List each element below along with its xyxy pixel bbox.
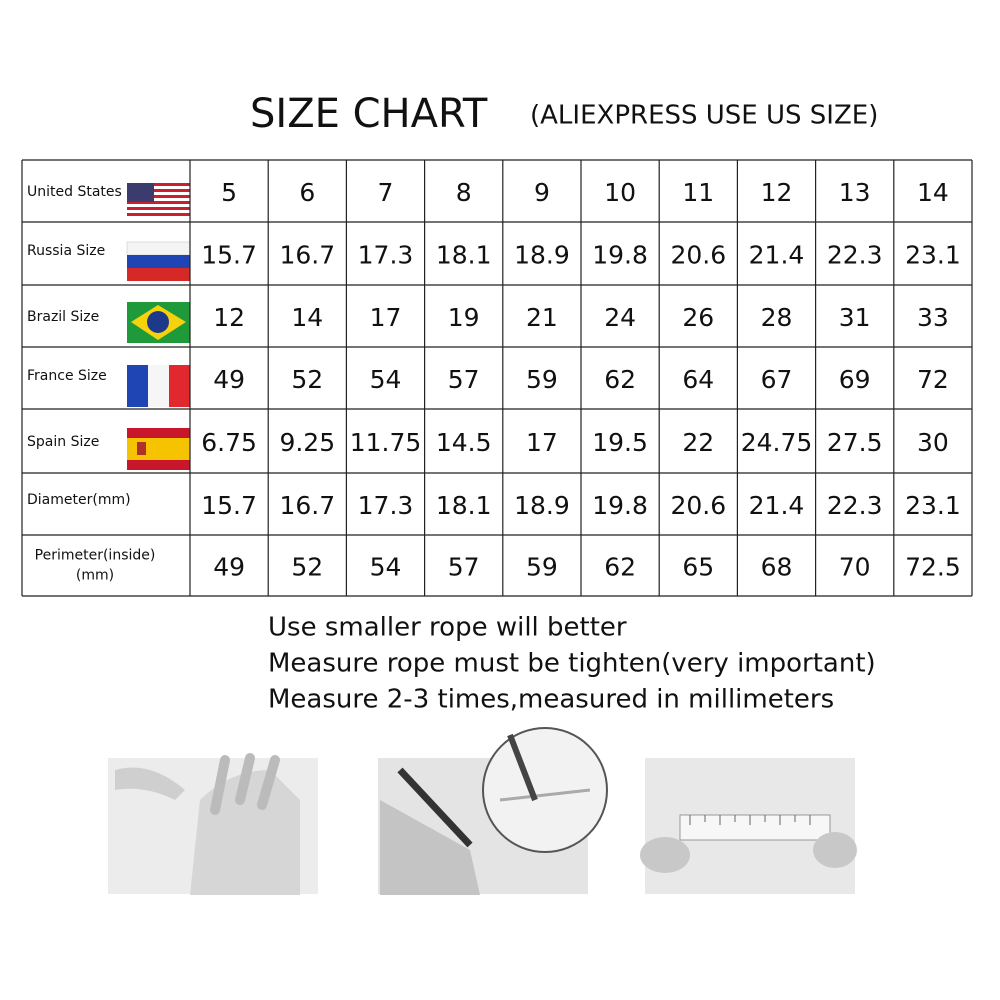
cell-value: 11: [682, 178, 714, 207]
cell-value: 68: [761, 553, 793, 582]
cell-value: 64: [682, 365, 714, 394]
cell-value: 26: [682, 303, 714, 332]
cell-value: 11.75: [350, 428, 422, 457]
cell-value: 12: [213, 303, 245, 332]
flag-us: [127, 183, 190, 220]
row-label: (mm): [76, 568, 114, 584]
cell-value: 13: [839, 178, 871, 207]
flag-france: [127, 365, 190, 407]
cell-value: 19.8: [592, 241, 648, 270]
row-label: Spain Size: [27, 434, 99, 450]
photo-ruler: [640, 758, 857, 894]
cell-value: 67: [761, 365, 793, 394]
cell-value: 8: [456, 178, 472, 207]
cell-value: 24: [604, 303, 636, 332]
cell-value: 49: [213, 365, 245, 394]
instruction: Measure 2-3 times,measured in millimeter…: [268, 685, 834, 715]
cell-value: 9: [534, 178, 550, 207]
cell-value: 7: [378, 178, 394, 207]
instruction: Use smaller rope will better: [268, 613, 627, 643]
cell-value: 17.3: [358, 241, 414, 270]
cell-value: 19.8: [592, 491, 648, 520]
cell-value: 72.5: [905, 553, 961, 582]
cell-value: 14: [917, 178, 949, 207]
cell-value: 18.9: [514, 241, 570, 270]
row-label: Brazil Size: [27, 309, 99, 325]
flag-brazil: [127, 302, 190, 343]
flag-spain: [127, 428, 190, 470]
row-label: United States: [27, 184, 122, 200]
cell-value: 31: [839, 303, 871, 332]
row-label: France Size: [27, 368, 107, 384]
cell-value: 16.7: [279, 491, 335, 520]
cell-value: 15.7: [201, 241, 257, 270]
cell-value: 52: [291, 553, 323, 582]
cell-value: 18.1: [436, 241, 492, 270]
cell-value: 16.7: [279, 241, 335, 270]
cell-value: 20.6: [670, 241, 726, 270]
cell-value: 22: [682, 428, 714, 457]
cell-value: 27.5: [827, 428, 883, 457]
cell-value: 23.1: [905, 241, 961, 270]
cell-value: 6.75: [201, 428, 257, 457]
flag-russia: [126, 241, 191, 281]
cell-value: 54: [370, 365, 402, 394]
cell-value: 57: [448, 365, 480, 394]
cell-value: 17: [370, 303, 402, 332]
cell-value: 57: [448, 553, 480, 582]
cell-value: 65: [682, 553, 714, 582]
cell-value: 28: [761, 303, 793, 332]
title: SIZE CHART: [250, 91, 488, 137]
cell-value: 17.3: [358, 491, 414, 520]
cell-value: 70: [839, 553, 871, 582]
cell-value: 15.7: [201, 491, 257, 520]
cell-value: 20.6: [670, 491, 726, 520]
cell-value: 21: [526, 303, 558, 332]
photo-marking: [378, 727, 608, 895]
cell-value: 69: [839, 365, 871, 394]
row-label: Perimeter(inside): [35, 548, 156, 564]
cell-value: 72: [917, 365, 949, 394]
cell-value: 52: [291, 365, 323, 394]
cell-value: 6: [299, 178, 315, 207]
cell-value: 30: [917, 428, 949, 457]
cell-value: 5: [221, 178, 237, 207]
cell-value: 21.4: [749, 491, 805, 520]
subtitle: (ALIEXPRESS USE US SIZE): [530, 101, 878, 131]
cell-value: 33: [917, 303, 949, 332]
cell-value: 59: [526, 365, 558, 394]
cell-value: 21.4: [749, 241, 805, 270]
cell-value: 54: [370, 553, 402, 582]
photo-hand: [108, 753, 318, 895]
cell-value: 19.5: [592, 428, 648, 457]
cell-value: 10: [604, 178, 636, 207]
cell-value: 14: [291, 303, 323, 332]
cell-value: 14.5: [436, 428, 492, 457]
cell-value: 24.75: [741, 428, 813, 457]
cell-value: 59: [526, 553, 558, 582]
row-label: Russia Size: [27, 243, 105, 259]
cell-value: 18.9: [514, 491, 570, 520]
cell-value: 49: [213, 553, 245, 582]
cell-value: 23.1: [905, 491, 961, 520]
cell-value: 22.3: [827, 241, 883, 270]
cell-value: 22.3: [827, 491, 883, 520]
cell-value: 19: [448, 303, 480, 332]
cell-value: 12: [761, 178, 793, 207]
cell-value: 17: [526, 428, 558, 457]
cell-value: 18.1: [436, 491, 492, 520]
instruction: Measure rope must be tighten(very import…: [268, 649, 876, 679]
row-label: Diameter(mm): [27, 492, 131, 508]
cell-value: 9.25: [279, 428, 335, 457]
cell-value: 62: [604, 553, 636, 582]
cell-value: 62: [604, 365, 636, 394]
